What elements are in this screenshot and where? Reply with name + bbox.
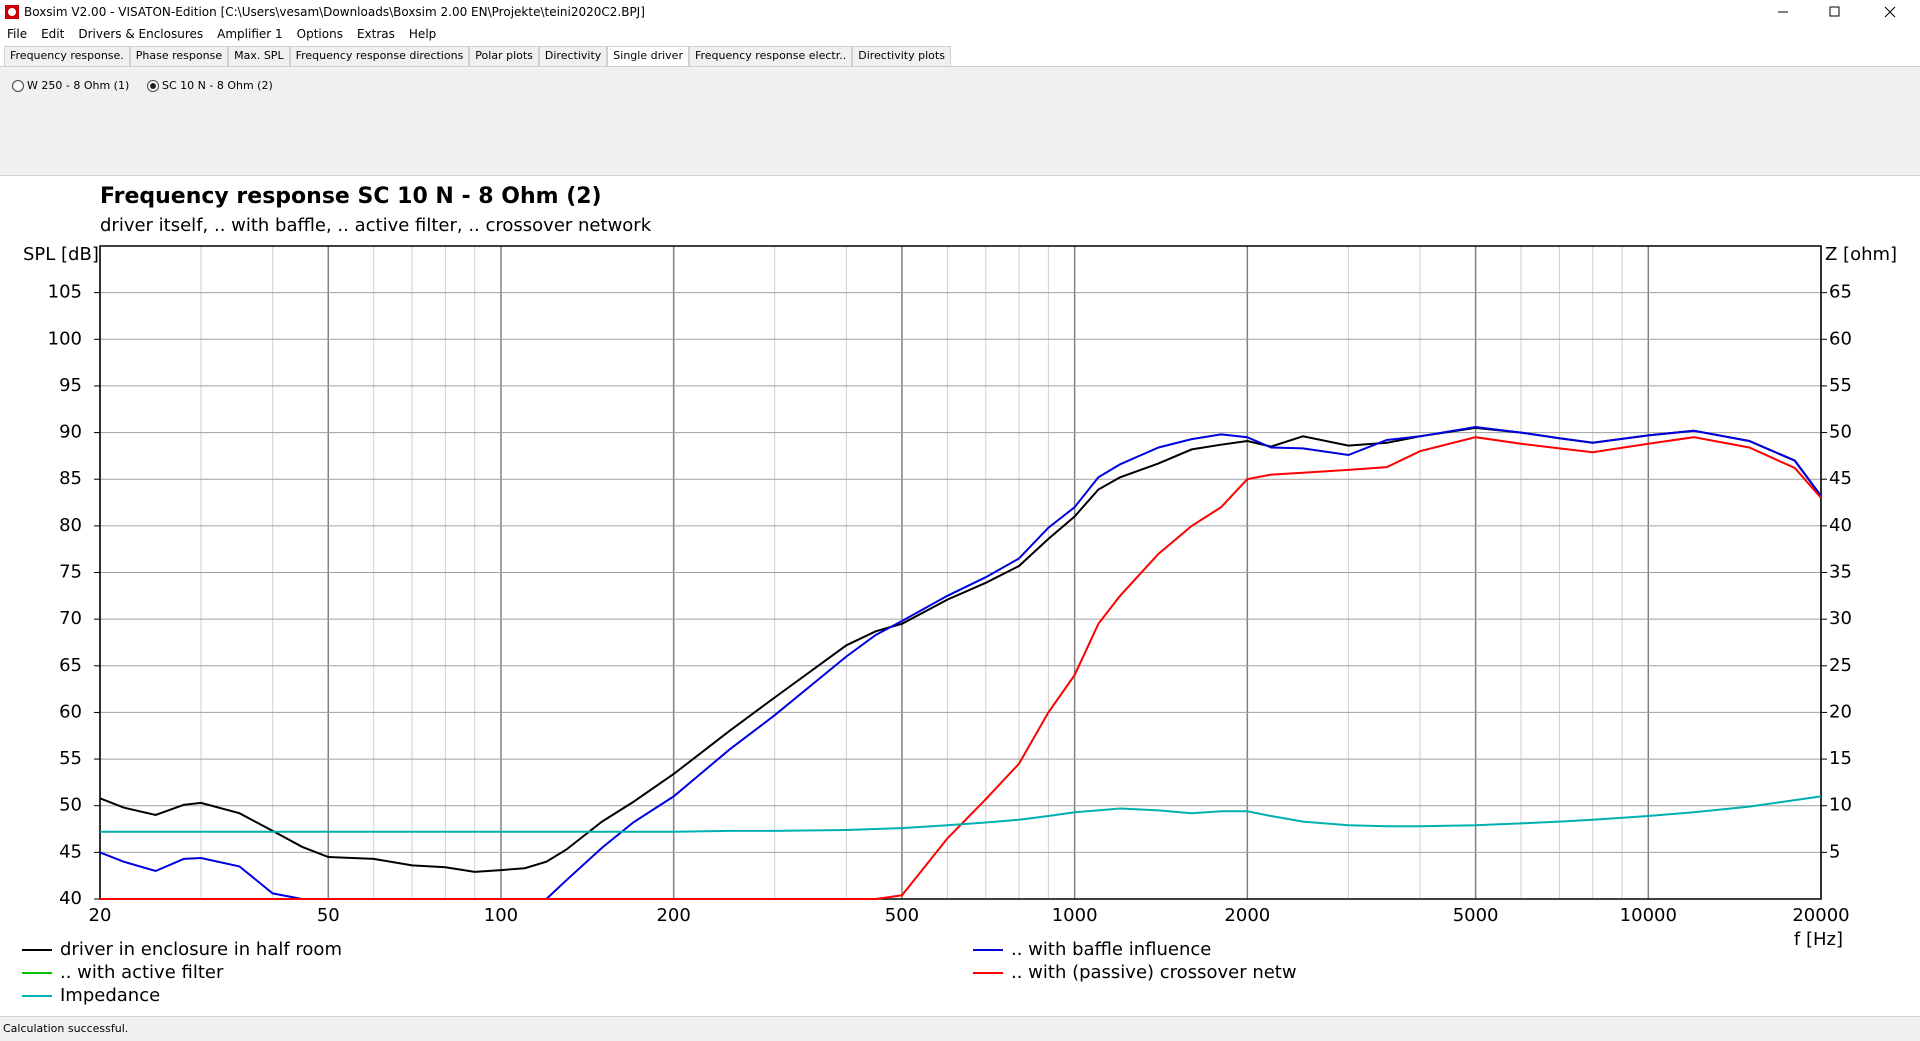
x-tick-label: 20 bbox=[89, 905, 112, 926]
tab[interactable]: Frequency response directions bbox=[289, 46, 470, 66]
legend-label: .. with active filter bbox=[60, 962, 224, 983]
y-tick-label: 85 bbox=[59, 468, 82, 489]
restore-button[interactable] bbox=[1829, 6, 1840, 17]
menu-item[interactable]: File bbox=[7, 27, 28, 41]
y2-tick-label: 5 bbox=[1829, 841, 1840, 862]
y2-tick-label: 60 bbox=[1829, 328, 1852, 349]
y-tick-label: 75 bbox=[59, 562, 82, 583]
x-tick-label: 100 bbox=[484, 905, 518, 926]
x-tick-label: 20000 bbox=[1792, 905, 1849, 926]
chart-title: Frequency response SC 10 N - 8 Ohm (2) bbox=[100, 184, 602, 209]
y2-tick-label: 45 bbox=[1829, 468, 1852, 489]
y-tick-label: 95 bbox=[59, 375, 82, 396]
y-tick-label: 50 bbox=[59, 795, 82, 816]
menu-item[interactable]: Extras bbox=[356, 27, 395, 41]
tab[interactable]: Frequency response electr.. bbox=[688, 46, 853, 66]
legend-label: Impedance bbox=[60, 985, 160, 1006]
x-tick-label: 200 bbox=[656, 905, 690, 926]
chart-subtitle: driver itself, .. with baffle, .. active… bbox=[100, 215, 652, 236]
data-line bbox=[99, 425, 1822, 900]
y-tick-label: 100 bbox=[48, 328, 82, 349]
menu-item[interactable]: Drivers & Enclosures bbox=[78, 27, 204, 41]
tab[interactable]: Max. SPL bbox=[228, 46, 290, 66]
menu-item[interactable]: Help bbox=[408, 27, 437, 41]
x-tick-label: 5000 bbox=[1453, 905, 1499, 926]
y-axis-label: SPL [dB] bbox=[23, 244, 99, 265]
y-tick-label: 55 bbox=[59, 748, 82, 769]
y-tick-label: 80 bbox=[59, 515, 82, 536]
y-tick-label: 70 bbox=[59, 608, 82, 629]
y2-tick-label: 50 bbox=[1829, 422, 1852, 443]
y-tick-label: 90 bbox=[59, 422, 82, 443]
y2-tick-label: 30 bbox=[1829, 608, 1852, 629]
radio-button[interactable] bbox=[147, 79, 159, 92]
data-line bbox=[100, 795, 1822, 833]
tab[interactable]: Directivity bbox=[538, 46, 608, 66]
y2-tick-label: 20 bbox=[1829, 701, 1852, 722]
y2-tick-label: 25 bbox=[1829, 655, 1852, 676]
y2-tick-label: 65 bbox=[1829, 282, 1852, 303]
tab[interactable]: Polar plots bbox=[469, 46, 539, 66]
y2-tick-label: 40 bbox=[1829, 515, 1852, 536]
tab[interactable]: Directivity plots bbox=[852, 46, 951, 66]
app-icon bbox=[5, 5, 19, 19]
legend-label: .. with baffle influence bbox=[1011, 939, 1211, 960]
tab[interactable]: Single driver bbox=[607, 46, 689, 66]
menu-item[interactable]: Options bbox=[296, 27, 343, 41]
title-bar: Boxsim V2.00 - VISATON-Edition [C:\Users… bbox=[0, 0, 1920, 24]
driver-panel: W 250 - 8 Ohm (1) SC 10 N - 8 Ohm (2) bbox=[0, 66, 1920, 176]
x-tick-label: 2000 bbox=[1224, 905, 1270, 926]
menu-item[interactable]: Edit bbox=[41, 27, 65, 41]
y2-tick-label: 10 bbox=[1829, 795, 1852, 816]
menu-item[interactable]: Amplifier 1 bbox=[217, 27, 283, 41]
radio-label: W 250 - 8 Ohm (1) bbox=[27, 79, 130, 92]
y-tick-label: 105 bbox=[48, 282, 82, 303]
x-axis-label: f [Hz] bbox=[1794, 929, 1843, 950]
y2-tick-label: 55 bbox=[1829, 375, 1852, 396]
tab-bar: Frequency response. Phase response Max. SP… bbox=[4, 46, 951, 66]
status-text: Calculation successful. bbox=[3, 1022, 129, 1035]
x-tick-label: 50 bbox=[317, 905, 340, 926]
plot-border bbox=[99, 245, 1822, 900]
y-tick-label: 60 bbox=[59, 701, 82, 722]
window-title: Boxsim V2.00 - VISATON-Edition [C:\Users… bbox=[24, 5, 645, 19]
tab[interactable]: Phase response bbox=[129, 46, 229, 66]
driver-radio[interactable]: W 250 - 8 Ohm (1) bbox=[12, 79, 129, 92]
window-controls bbox=[1778, 6, 1896, 18]
radio-button[interactable] bbox=[12, 79, 24, 92]
x-tick-label: 500 bbox=[885, 905, 919, 926]
chart: Frequency response SC 10 N - 8 Ohm (2) dr… bbox=[22, 184, 1897, 1006]
driver-radio[interactable]: SC 10 N - 8 Ohm (2) bbox=[147, 79, 273, 92]
status-bar: Calculation successful. bbox=[0, 1016, 1920, 1041]
y-tick-label: 40 bbox=[59, 888, 82, 909]
x-tick-label: 1000 bbox=[1052, 905, 1098, 926]
y2-axis-label: Z [ohm] bbox=[1825, 244, 1897, 265]
x-tick-label: 10000 bbox=[1620, 905, 1677, 926]
close-button[interactable] bbox=[1884, 6, 1896, 18]
y2-tick-label: 15 bbox=[1829, 748, 1852, 769]
legend-label: .. with (passive) crossover netw bbox=[1011, 962, 1297, 983]
legend-label: driver in enclosure in half room bbox=[60, 939, 342, 960]
radio-label: SC 10 N - 8 Ohm (2) bbox=[162, 79, 273, 92]
data-line bbox=[100, 436, 1822, 900]
y-tick-label: 45 bbox=[59, 841, 82, 862]
tab[interactable]: Frequency response. bbox=[4, 46, 130, 66]
menu-bar: File Edit Drivers & Enclosures Amplifier 1 O… bbox=[0, 24, 1920, 44]
y-tick-label: 65 bbox=[59, 655, 82, 676]
y2-tick-label: 35 bbox=[1829, 562, 1852, 583]
